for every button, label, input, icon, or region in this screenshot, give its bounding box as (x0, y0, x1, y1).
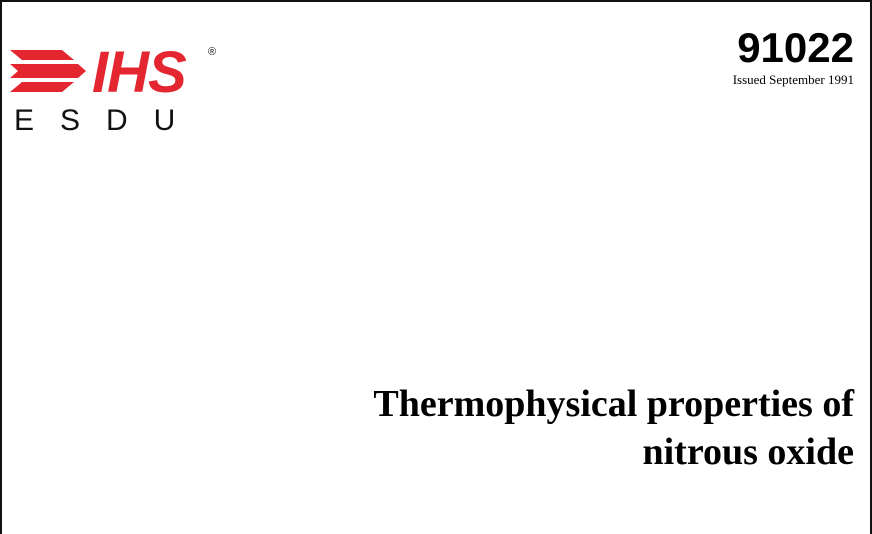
logo-esdu-text: ESDU (14, 104, 202, 137)
document-title: Thermophysical properties of nitrous oxi… (254, 380, 854, 476)
title-line-1: Thermophysical properties of (373, 383, 854, 425)
title-line-2: nitrous oxide (642, 431, 854, 473)
arrow-stripes-icon (10, 50, 86, 92)
document-number: 91022 (737, 24, 854, 71)
logo-ihs-text: IHS (92, 40, 187, 105)
issued-date: Issued September 1991 (732, 72, 854, 87)
registered-mark: ® (208, 46, 217, 58)
ihs-esdu-logo: IHS ® ESDU (10, 42, 225, 137)
